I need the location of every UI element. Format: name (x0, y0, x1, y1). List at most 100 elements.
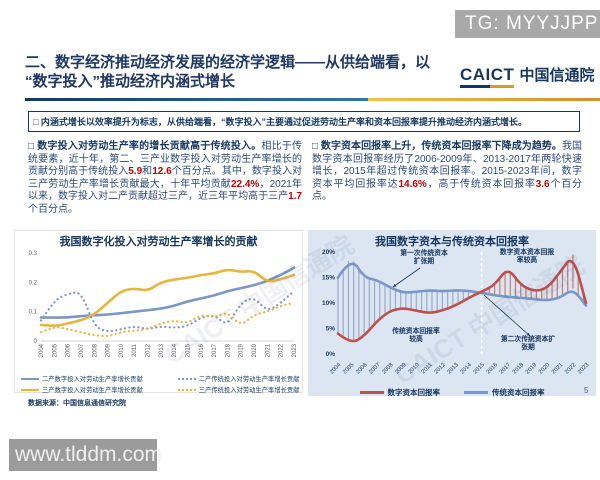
annotation-line: 数字资本资本回报 (499, 249, 555, 256)
svg-text:2009: 2009 (106, 343, 112, 357)
legend-item: 数字资本回报率 (359, 387, 441, 398)
header-rule-gold (368, 98, 600, 101)
legend-item: 三产数字投入对劳动生产率增长贡献 (21, 385, 178, 394)
svg-text:2005: 2005 (52, 343, 58, 357)
text-segment: 个百分点。 (312, 178, 583, 203)
text-segment: □ 数字投入对劳动生产率的增长贡献高于传统投入。 (28, 141, 262, 152)
text-segment: ，高于传统资本回报率 (426, 178, 536, 190)
legend-swatch-solid-blue (21, 377, 39, 380)
bullet-labor-productivity: □ 数字投入对劳动生产率的增长贡献高于传统投入。相比于传统要素，近十年，第二、三… (28, 141, 302, 217)
tg-badge: TG: MYYJJPP (455, 10, 600, 38)
svg-text:2015: 2015 (473, 362, 486, 375)
capital-return-chart: 我国数字资本与传统资本回报率 0% 5% 10% 15% 20% 2004 2005 2006… (308, 230, 596, 398)
svg-text:2008: 2008 (92, 343, 98, 357)
svg-text:2019: 2019 (239, 343, 245, 357)
legend-item: 三产传统投入对劳动生产率增长贡献 (177, 385, 300, 394)
svg-text:2023: 2023 (292, 343, 298, 357)
legend-item: 传统资本回报率 (464, 387, 545, 398)
text-segment: 和 (142, 166, 153, 178)
svg-text:5%: 5% (326, 326, 336, 333)
svg-text:2012: 2012 (433, 362, 446, 375)
legend-swatch-blue (464, 391, 488, 394)
svg-text:2004: 2004 (329, 362, 343, 376)
bullet-capital-return: □ 数字资本回报率上升，传统资本回报率下降成为趋势。我国数字资本回报率经历了20… (312, 141, 582, 204)
text-segment: ，2021年以来，数字投入对二产贡献超过三产，近三年平均高于三产 (28, 178, 303, 203)
capital-chart-title: 我国数字资本与传统资本回报率 (375, 236, 529, 248)
page-title: 二、数字经济推动经济发展的经济学逻辑——从供给端看，以 “数字投入”推动经济内涵… (25, 53, 460, 91)
svg-text:20%: 20% (322, 249, 335, 256)
legend-label: 三产数字投入对劳动生产率增长贡献 (42, 387, 143, 394)
labor-chart-legend: 二产数字投入对劳动生产率增长贡献 二产传统投入对劳动生产率增长贡献 三产数字投入… (15, 374, 302, 394)
svg-text:0%: 0% (326, 351, 336, 358)
caict-logo-text: CAICT (460, 65, 515, 88)
svg-text:2006: 2006 (66, 343, 72, 357)
svg-text:0.1: 0.1 (29, 310, 38, 316)
svg-text:0.2: 0.2 (29, 280, 38, 286)
capital-chart-canvas: 0%5%10%15%20%2004 2005 2006 2007 2008 2009 201… (322, 249, 590, 376)
svg-text:2014: 2014 (172, 343, 178, 357)
page-number: 5 (584, 386, 589, 395)
annotation-first-expansion: 第一次传统资本 扩张期 (384, 250, 464, 266)
legend-swatch-dotted-gold (177, 388, 196, 391)
summary-box: □ 内涵式增长以效率提升为标志，从供给端看，“数字投入”主要通过促进劳动生产率和… (28, 111, 580, 132)
svg-text:2015: 2015 (185, 343, 191, 357)
legend-label: 数字资本回报率 (387, 388, 441, 397)
caict-logo: CAICT 中国信通院 (460, 64, 594, 88)
labor-chart-canvas: 0 0.1 0.2 0.3 2004 2005 2006 2007 2008 2009 2010 20… (29, 251, 298, 357)
legend-label: 二产数字投入对劳动生产率增长贡献 (42, 376, 143, 383)
text-segment: □ 数字资本回报率上升，传统资本回报率下降成为趋势。 (312, 141, 562, 152)
text-segment: 相比于传统要素，近十年，第二、三产业数字投入对劳动生产率增长的贡献分别高于传统投… (28, 141, 302, 178)
legend-label: 二产传统投入对劳动生产率增长贡献 (198, 376, 300, 383)
annotation-line: 率较高 (516, 257, 538, 264)
legend-swatch-red (359, 391, 384, 394)
svg-text:10%: 10% (322, 300, 335, 307)
svg-text:2017: 2017 (499, 362, 512, 375)
labor-productivity-chart: 我国数字化投入对劳动生产率增长的贡献 0 0.1 0.2 0.3 2004 2005 200… (14, 230, 303, 394)
summary-text: □ 内涵式增长以效率提升为标志，从供给端看，“数字投入”主要通过促进劳动生产率和… (33, 117, 527, 127)
svg-text:2018: 2018 (512, 362, 525, 375)
legend-item: 二产数字投入对劳动生产率增长贡献 (21, 374, 178, 383)
text-segment: 个百分点。 (28, 203, 78, 215)
annotation-second-expansion: 第二次传统资本扩 张期 (496, 336, 560, 352)
svg-text:2018: 2018 (225, 343, 231, 357)
svg-text:2022: 2022 (564, 362, 577, 375)
annotation-line: 扩张期 (413, 258, 435, 265)
page-title-line1: 二、数字经济推动经济发展的经济学逻辑——从供给端看，以 (25, 54, 431, 71)
svg-text:2007: 2007 (368, 362, 381, 375)
data-source-note: 数据来源：中国信息通信研究院 (28, 400, 126, 407)
header-rule-navy (25, 98, 368, 101)
text-segment: 22.4% (230, 178, 260, 190)
annotation-line: 第二次传统资本扩 (500, 336, 556, 343)
svg-text:2007: 2007 (79, 343, 85, 357)
svg-text:2006: 2006 (355, 362, 368, 375)
text-segment: 个百分点。其中，数字投入对三产劳动生产率增长贡献最大，十年平均贡献 (28, 166, 303, 190)
labor-chart-title: 我国数字化投入对劳动生产率增长的贡献 (59, 236, 258, 248)
svg-text:2022: 2022 (279, 343, 285, 357)
svg-text:2021: 2021 (265, 343, 271, 357)
svg-text:2014: 2014 (460, 362, 474, 376)
annotation-line: 较高 (409, 336, 423, 343)
annotation-line: 第一次传统资本 (400, 250, 448, 257)
text-segment: 12.6 (152, 166, 172, 178)
page-title-line2: “数字投入”推动经济内涵式增长 (25, 73, 236, 90)
svg-text:2010: 2010 (407, 362, 420, 375)
svg-text:2013: 2013 (447, 362, 460, 375)
svg-text:2004: 2004 (39, 343, 45, 357)
svg-text:2019: 2019 (525, 362, 538, 375)
text-segment: 14.6% (398, 178, 427, 190)
legend-label: 三产传统投入对劳动生产率增长贡献 (198, 387, 300, 394)
annotation-line: 张期 (521, 344, 535, 351)
svg-text:2008: 2008 (381, 362, 394, 375)
svg-text:2021: 2021 (551, 362, 564, 375)
svg-text:2010: 2010 (119, 343, 125, 357)
svg-text:2009: 2009 (394, 362, 407, 375)
svg-text:2016: 2016 (199, 343, 205, 357)
svg-text:2016: 2016 (486, 362, 499, 375)
svg-text:15%: 15% (322, 275, 335, 282)
watermark-url: www.tlddm.com (9, 439, 162, 471)
svg-text:2020: 2020 (538, 362, 551, 375)
svg-text:2011: 2011 (132, 343, 138, 357)
annotation-line: 传统资本回报率 (392, 328, 440, 335)
caict-logo-cn: 中国信通院 (519, 67, 595, 84)
